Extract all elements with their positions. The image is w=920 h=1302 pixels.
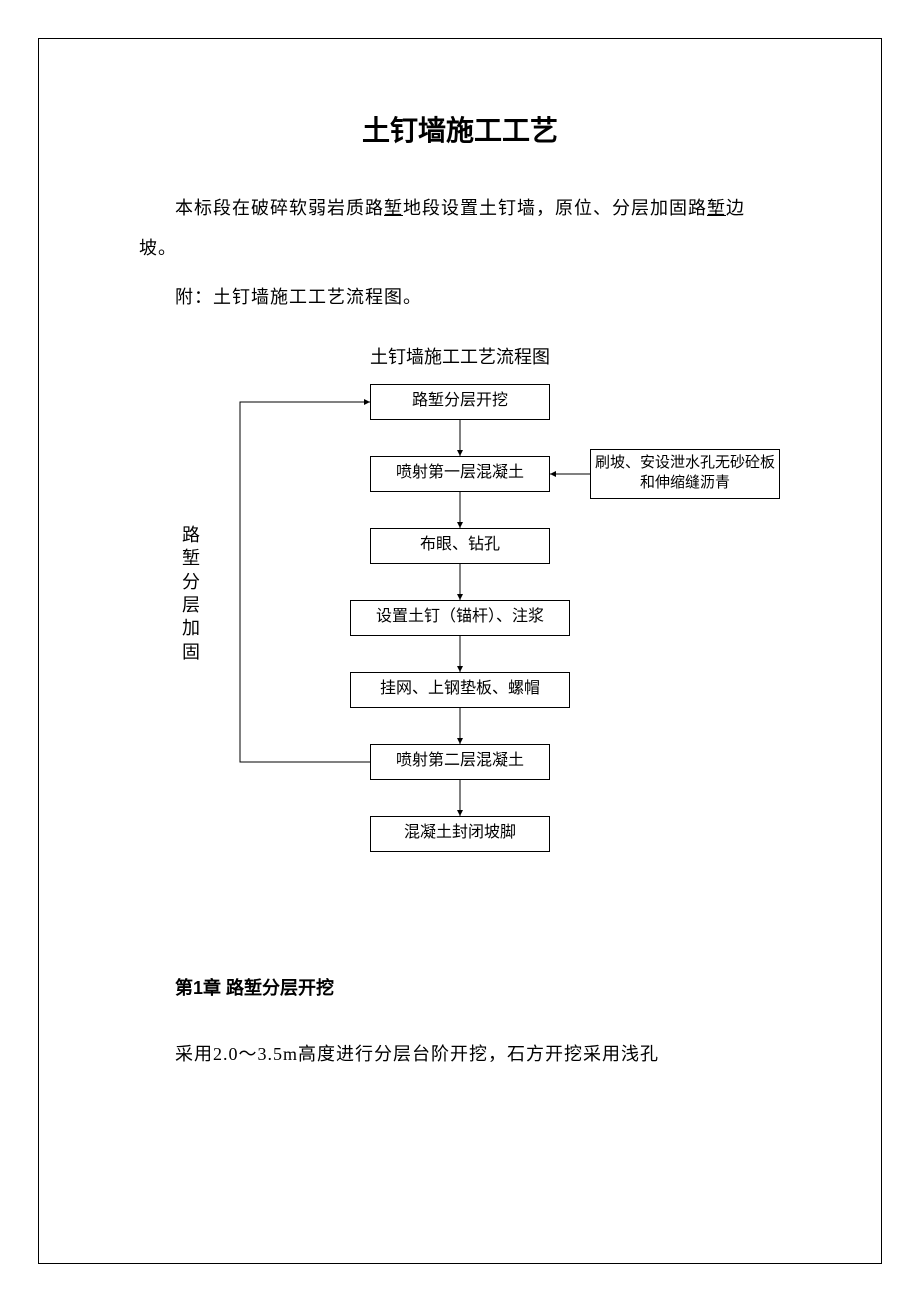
diagram-title: 土钉墙施工工艺流程图 xyxy=(139,343,781,369)
page-frame: 土钉墙施工工艺 本标段在破碎软弱岩质路堑地段设置土钉墙，原位、分层加固路堑边坡。… xyxy=(38,38,882,1264)
chapter-1-heading: 第1章 路堑分层开挖 xyxy=(139,974,781,1000)
flowchart: 路堑分层加固 路堑分层开挖喷射第一层混凝土布眼、钻孔设置土钉（锚杆）、注浆挂网、… xyxy=(140,384,780,894)
attach-line: 附：土钉墙施工工艺流程图。 xyxy=(139,278,781,318)
flowchart-node: 刷坡、安设泄水孔无砂砼板和伸缩缝沥青 xyxy=(590,449,780,499)
flowchart-node: 布眼、钻孔 xyxy=(370,528,550,564)
flowchart-node: 设置土钉（锚杆）、注浆 xyxy=(350,600,570,636)
intro-text-1: 本标段在破碎软弱岩质路 xyxy=(175,198,384,218)
intro-underline-1: 堑 xyxy=(384,198,403,218)
flowchart-node: 喷射第一层混凝土 xyxy=(370,456,550,492)
intro-paragraph: 本标段在破碎软弱岩质路堑地段设置土钉墙，原位、分层加固路堑边坡。 xyxy=(139,189,781,268)
page-title: 土钉墙施工工艺 xyxy=(139,109,781,149)
intro-underline-2: 堑 xyxy=(707,198,726,218)
flowchart-node: 路堑分层开挖 xyxy=(370,384,550,420)
flowchart-node: 混凝土封闭坡脚 xyxy=(370,816,550,852)
chapter-1-paragraph: 采用2.0～3.5m高度进行分层台阶开挖，石方开挖采用浅孔 xyxy=(139,1035,781,1075)
flowchart-node: 喷射第二层混凝土 xyxy=(370,744,550,780)
page-content: 土钉墙施工工艺 本标段在破碎软弱岩质路堑地段设置土钉墙，原位、分层加固路堑边坡。… xyxy=(39,39,881,1074)
flowchart-node: 挂网、上钢垫板、螺帽 xyxy=(350,672,570,708)
intro-text-2: 地段设置土钉墙，原位、分层加固路 xyxy=(403,198,707,218)
loop-side-label: 路堑分层加固 xyxy=(182,524,200,664)
